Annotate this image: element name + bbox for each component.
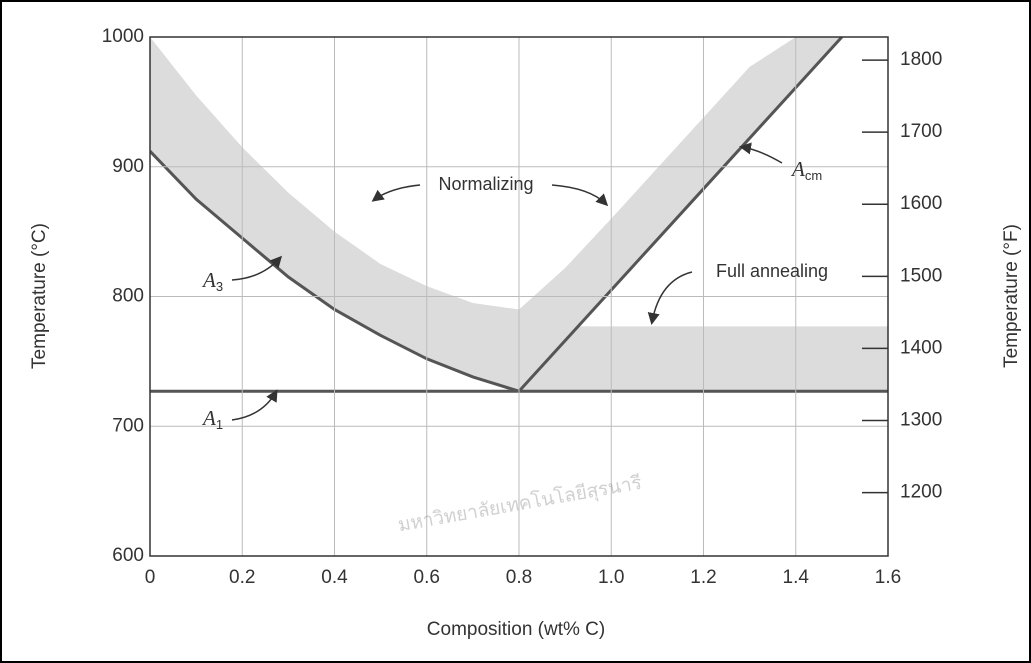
y2-tick-label: 1300 — [900, 409, 942, 430]
y-tick-label: 900 — [112, 156, 144, 177]
x-tick-label: 0 — [145, 567, 156, 588]
y2-tick-label: 1200 — [900, 482, 942, 503]
y-tick-label: 700 — [112, 415, 144, 436]
y-axis-label: Temperature (°C) — [29, 223, 50, 369]
y2-axis-label: Temperature (°F) — [1001, 224, 1022, 368]
x-tick-label: 0.2 — [229, 567, 255, 588]
band-label: Full annealing — [716, 261, 828, 281]
chart: Composition (wt% C) Temperature (°C) Tem… — [0, 0, 1031, 663]
x-tick-label: 1.2 — [690, 567, 716, 588]
x-tick-label: 1.0 — [598, 567, 624, 588]
y-tick-label: 600 — [112, 545, 144, 566]
x-tick-label: 0.4 — [321, 567, 348, 588]
label-symbol: A — [201, 268, 216, 292]
band-label: Normalizing — [438, 174, 533, 194]
y-tick-label: 800 — [112, 286, 144, 307]
label-symbol: A — [790, 157, 805, 181]
label-subscript: 3 — [216, 279, 223, 294]
label-subscript: cm — [805, 168, 822, 183]
x-tick-label: 1.6 — [875, 567, 901, 588]
x-axis-label: Composition (wt% C) — [427, 619, 605, 640]
y2-tick-label: 1700 — [900, 121, 942, 142]
y2-tick-label: 1800 — [900, 49, 942, 70]
x-tick-label: 0.8 — [506, 567, 532, 588]
label-symbol: A — [201, 406, 216, 430]
y2-tick-label: 1400 — [900, 337, 942, 358]
y2-tick-label: 1600 — [900, 193, 942, 214]
y-tick-label: 1000 — [102, 26, 144, 47]
y2-tick-label: 1500 — [900, 265, 942, 286]
x-tick-label: 1.4 — [783, 567, 810, 588]
label-subscript: 1 — [216, 417, 223, 432]
x-tick-label: 0.6 — [414, 567, 440, 588]
